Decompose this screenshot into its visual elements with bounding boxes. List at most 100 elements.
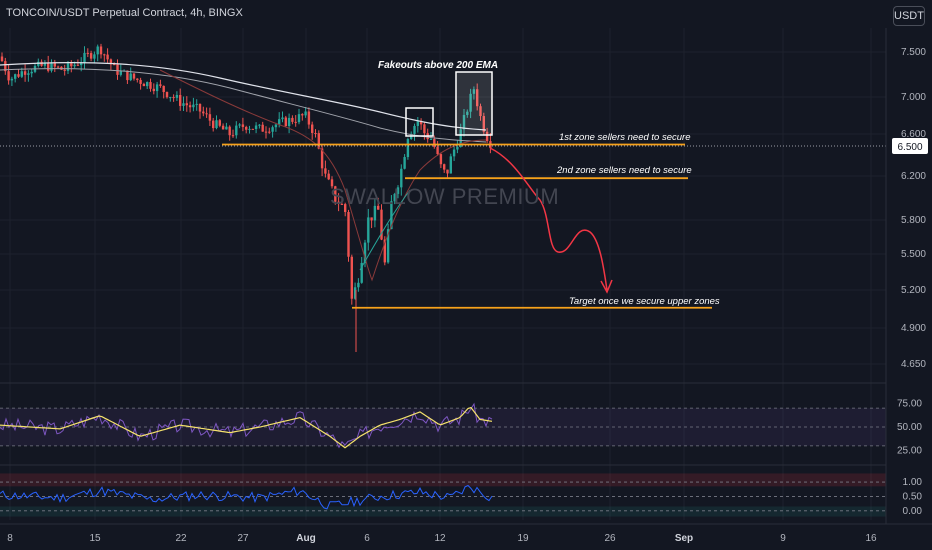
candle-body-57 — [188, 105, 192, 108]
candle-body-21 — [70, 63, 73, 67]
candle-body-52 — [172, 97, 175, 99]
price-tick-8: 4.650 — [901, 359, 926, 370]
currency-button[interactable]: USDT — [893, 6, 925, 26]
candle-body-102 — [337, 201, 340, 204]
candle-body-119 — [393, 193, 396, 202]
candle-body-120 — [396, 187, 400, 194]
zone1-annotation: 1st zone sellers need to secure — [559, 132, 691, 143]
candle-body-142 — [469, 93, 472, 112]
candle-body-109 — [360, 262, 363, 283]
candle-body-114 — [377, 205, 380, 210]
candle-body-106 — [350, 256, 353, 299]
candle-body-78 — [258, 124, 261, 126]
candle-body-83 — [274, 124, 278, 128]
candle-body-144 — [476, 89, 479, 107]
candle-body-125 — [413, 125, 416, 134]
candle-body-0 — [0, 56, 4, 62]
price-tick-2: 6.600 — [901, 129, 926, 140]
candle-body-15 — [50, 62, 53, 71]
rsi-tick-0: 75.00 — [897, 398, 922, 409]
candle-body-141 — [466, 111, 469, 115]
candle-body-49 — [162, 85, 165, 93]
candle-body-113 — [373, 205, 377, 221]
candle-body-48 — [159, 84, 162, 86]
candle-body-107 — [353, 287, 357, 299]
candle-body-3 — [10, 78, 14, 81]
candle-body-73 — [241, 124, 245, 127]
candle-body-128 — [423, 124, 426, 134]
osc-tick-0: 1.00 — [903, 477, 923, 488]
candle-body-88 — [291, 117, 294, 122]
candle-body-65 — [215, 120, 218, 129]
candle-body-25 — [83, 52, 86, 63]
candle-body-92 — [304, 111, 307, 116]
candle-body-81 — [268, 131, 271, 133]
candle-body-68 — [225, 126, 228, 130]
candle-body-72 — [238, 124, 241, 126]
candle-body-101 — [334, 186, 337, 202]
time-tick-9: Sep — [675, 533, 693, 544]
candle-body-85 — [281, 117, 284, 120]
candle-body-4 — [14, 74, 17, 79]
fakeout-box-1 — [405, 107, 434, 137]
ema-200-line — [0, 61, 487, 131]
candle-body-24 — [80, 62, 83, 66]
candle-body-71 — [235, 125, 238, 136]
candle-body-140 — [462, 114, 466, 130]
candle-body-116 — [383, 239, 386, 263]
candle-body-111 — [367, 217, 370, 243]
candle-body-53 — [175, 95, 179, 98]
candle-body-77 — [254, 125, 258, 130]
zone2-annotation: 2nd zone sellers need to secure — [557, 165, 692, 176]
rsi-tick-2: 25.00 — [897, 446, 922, 457]
candle-body-90 — [297, 114, 301, 123]
candle-body-61 — [202, 111, 205, 114]
candle-body-27 — [89, 53, 93, 59]
candle-body-31 — [103, 54, 106, 56]
candle-body-108 — [357, 282, 360, 288]
candle-body-45 — [149, 82, 152, 89]
candle-body-20 — [66, 63, 70, 71]
candle-body-58 — [192, 104, 195, 108]
candle-body-132 — [436, 146, 439, 155]
candle-body-112 — [370, 217, 373, 221]
candle-body-44 — [146, 82, 149, 87]
candle-body-104 — [344, 204, 347, 213]
axes: 7.500 7.000 6.600 6.200 5.800 5.500 5.200 4.900… — [0, 28, 932, 544]
candle-body-138 — [456, 146, 459, 150]
candle-body-59 — [195, 103, 198, 105]
candle-body-135 — [446, 169, 449, 174]
candle-body-47 — [155, 84, 159, 92]
candle-body-127 — [419, 120, 423, 125]
candle-body-39 — [129, 73, 132, 81]
candle-body-66 — [218, 120, 221, 126]
candle-body-130 — [429, 138, 433, 140]
fakeout-boxes — [405, 71, 493, 137]
candle-body-54 — [179, 95, 182, 106]
candle-body-28 — [93, 54, 96, 59]
candle-body-84 — [278, 119, 281, 125]
candle-body-62 — [205, 113, 208, 115]
candle-body-118 — [390, 201, 393, 230]
time-tick-7: 19 — [517, 533, 529, 544]
candle-body-131 — [433, 138, 436, 147]
candle-body-123 — [406, 139, 410, 158]
candle-body-91 — [301, 114, 304, 116]
zone-lines — [0, 143, 886, 309]
candle-body-7 — [23, 71, 27, 75]
current-price-label: 6.500 — [897, 142, 922, 153]
candle-body-82 — [271, 127, 274, 132]
fakeouts-annotation: Fakeouts above 200 EMA — [378, 60, 499, 71]
candle-body-42 — [139, 79, 142, 84]
candle-body-147 — [485, 131, 489, 142]
candle-body-8 — [27, 73, 30, 75]
candle-body-89 — [294, 121, 297, 123]
candle-body-9 — [30, 71, 33, 74]
candle-body-137 — [452, 149, 456, 157]
projection-arrowhead — [600, 279, 613, 294]
candle-body-121 — [400, 168, 403, 188]
candle-body-13 — [43, 62, 47, 66]
candle-body-95 — [314, 132, 317, 134]
candle-body-1 — [4, 61, 7, 72]
